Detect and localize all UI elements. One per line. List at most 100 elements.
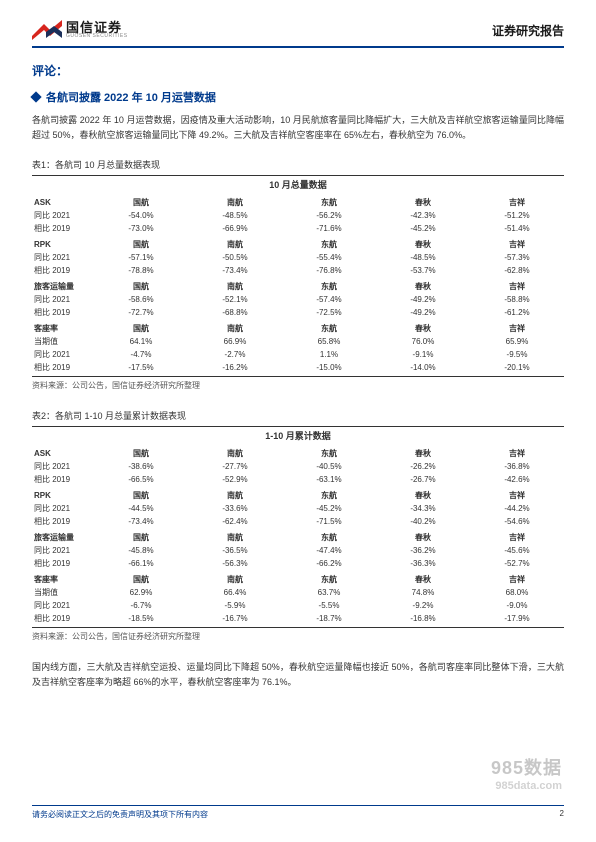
data-cell: -48.5% (188, 209, 282, 222)
data-cell: 68.0% (470, 586, 564, 599)
footer-disclaimer: 请务必阅读正文之后的免责声明及其项下所有内容 (32, 809, 208, 820)
row-label: 相比 2019 (32, 557, 94, 570)
table1-source: 资料来源：公司公告，国信证券经济研究所整理 (32, 380, 564, 391)
column-header: 吉祥 (470, 193, 564, 209)
column-header: 东航 (282, 528, 376, 544)
data-cell: -36.8% (470, 460, 564, 473)
data-cell: -58.6% (94, 293, 188, 306)
column-header: 国航 (94, 444, 188, 460)
data-cell: -36.2% (376, 544, 470, 557)
data-cell: -40.5% (282, 460, 376, 473)
subtitle-row: 各航司披露 2022 年 10 月运营数据 (32, 89, 564, 105)
row-label: 同比 2021 (32, 502, 94, 515)
column-header: 东航 (282, 570, 376, 586)
column-header: 吉祥 (470, 444, 564, 460)
data-cell: -45.6% (470, 544, 564, 557)
watermark: 985数据 985data.com (491, 754, 562, 792)
row-label: 相比 2019 (32, 306, 94, 319)
data-cell: -66.9% (188, 222, 282, 235)
data-cell: 1.1% (282, 348, 376, 361)
data-cell: -66.1% (94, 557, 188, 570)
data-cell: -9.2% (376, 599, 470, 612)
column-header: 国航 (94, 277, 188, 293)
table2: ASK国航南航东航春秋吉祥同比 2021-38.6%-27.7%-40.5%-2… (32, 444, 564, 625)
data-cell: -52.7% (470, 557, 564, 570)
column-header: 南航 (188, 319, 282, 335)
data-cell: -57.1% (94, 251, 188, 264)
data-cell: 62.9% (94, 586, 188, 599)
column-header: 春秋 (376, 319, 470, 335)
table1-scope: 10 月总量数据 (32, 178, 564, 191)
data-cell: -72.7% (94, 306, 188, 319)
data-cell: -49.2% (376, 293, 470, 306)
column-header: 南航 (188, 528, 282, 544)
data-cell: 66.4% (188, 586, 282, 599)
data-cell: -45.2% (376, 222, 470, 235)
data-cell: -54.0% (94, 209, 188, 222)
data-cell: 65.8% (282, 335, 376, 348)
column-header: 南航 (188, 570, 282, 586)
data-cell: -40.2% (376, 515, 470, 528)
column-header: 春秋 (376, 570, 470, 586)
row-label: 同比 2021 (32, 460, 94, 473)
row-label: 相比 2019 (32, 222, 94, 235)
column-header: 吉祥 (470, 235, 564, 251)
data-cell: -61.2% (470, 306, 564, 319)
data-cell: -56.3% (188, 557, 282, 570)
data-cell: -42.6% (470, 473, 564, 486)
table1: ASK国航南航东航春秋吉祥同比 2021-54.0%-48.5%-56.2%-4… (32, 193, 564, 374)
column-header: 国航 (94, 235, 188, 251)
row-label: 相比 2019 (32, 361, 94, 374)
data-cell: -16.7% (188, 612, 282, 625)
column-header: 国航 (94, 528, 188, 544)
data-cell: -45.8% (94, 544, 188, 557)
column-header: 东航 (282, 235, 376, 251)
intro-paragraph: 各航司披露 2022 年 10 月运营数据，因疫情及重大活动影响，10 月民航旅… (32, 113, 564, 144)
row-label: 相比 2019 (32, 473, 94, 486)
row-group-label: 旅客运输量 (32, 528, 94, 544)
table2-top-rule (32, 426, 564, 427)
data-cell: -51.2% (470, 209, 564, 222)
watermark-main: 985数据 (491, 758, 562, 778)
column-header: 东航 (282, 444, 376, 460)
row-label: 相比 2019 (32, 515, 94, 528)
watermark-sub: 985data.com (491, 780, 562, 792)
data-cell: -48.5% (376, 251, 470, 264)
data-cell: -9.0% (470, 599, 564, 612)
data-cell: -16.2% (188, 361, 282, 374)
data-cell: -66.2% (282, 557, 376, 570)
closing-paragraph: 国内线方面，三大航及吉祥航空运投、运量均同比下降超 50%，春秋航空运量降幅也接… (32, 660, 564, 691)
data-cell: -17.5% (94, 361, 188, 374)
data-cell: -52.9% (188, 473, 282, 486)
data-cell: 65.9% (470, 335, 564, 348)
column-header: 吉祥 (470, 277, 564, 293)
table1-caption: 表1：各航司 10 月总量数据表现 (32, 158, 564, 171)
data-cell: -33.6% (188, 502, 282, 515)
data-cell: -63.1% (282, 473, 376, 486)
header-rule (32, 46, 564, 48)
data-cell: -44.5% (94, 502, 188, 515)
data-cell: -54.6% (470, 515, 564, 528)
column-header: 南航 (188, 193, 282, 209)
table2-bottom-rule (32, 627, 564, 628)
data-cell: 66.9% (188, 335, 282, 348)
data-cell: -15.0% (282, 361, 376, 374)
column-header: 国航 (94, 570, 188, 586)
column-header: 东航 (282, 277, 376, 293)
data-cell: -76.8% (282, 264, 376, 277)
row-label: 同比 2021 (32, 348, 94, 361)
row-group-label: ASK (32, 193, 94, 209)
row-group-label: RPK (32, 235, 94, 251)
data-cell: -52.1% (188, 293, 282, 306)
data-cell: -9.5% (470, 348, 564, 361)
row-label: 同比 2021 (32, 209, 94, 222)
data-cell: 76.0% (376, 335, 470, 348)
column-header: 春秋 (376, 444, 470, 460)
data-cell: -51.4% (470, 222, 564, 235)
column-header: 南航 (188, 277, 282, 293)
table1-bottom-rule (32, 376, 564, 377)
data-cell: -57.3% (470, 251, 564, 264)
data-cell: -16.8% (376, 612, 470, 625)
data-cell: -36.5% (188, 544, 282, 557)
data-cell: -34.3% (376, 502, 470, 515)
